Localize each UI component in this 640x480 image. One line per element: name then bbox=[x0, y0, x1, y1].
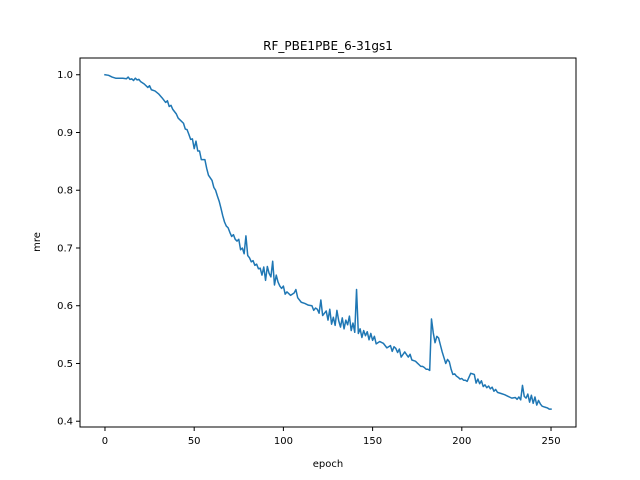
x-axis: 0 50 100 150 200 250 bbox=[102, 427, 561, 447]
plot-area bbox=[80, 58, 576, 427]
x-tick-label: 0 bbox=[102, 436, 108, 447]
x-tick-label: 100 bbox=[274, 436, 293, 447]
x-axis-label: epoch bbox=[313, 459, 343, 470]
plot-frame bbox=[79, 57, 577, 428]
y-tick-label: 0.6 bbox=[57, 301, 73, 312]
x-tick-label: 200 bbox=[452, 436, 471, 447]
series-line bbox=[104, 73, 552, 410]
y-tick-label: 0.7 bbox=[57, 243, 73, 254]
y-axis: 0.4 0.5 0.6 0.7 0.8 0.9 1.0 bbox=[57, 70, 80, 428]
x-tick-label: 150 bbox=[363, 436, 382, 447]
y-tick-label: 0.5 bbox=[57, 359, 73, 370]
x-tick-label: 250 bbox=[541, 436, 560, 447]
y-tick-label: 0.9 bbox=[57, 128, 73, 139]
series-layer bbox=[104, 73, 552, 410]
y-axis-label: mre bbox=[32, 232, 43, 252]
y-tick-label: 0.4 bbox=[57, 417, 73, 428]
y-tick-label: 1.0 bbox=[57, 70, 73, 81]
x-tick-label: 50 bbox=[188, 436, 201, 447]
chart-title: RF_PBE1PBE_6-31gs1 bbox=[263, 39, 393, 53]
y-tick-label: 0.8 bbox=[57, 186, 73, 197]
